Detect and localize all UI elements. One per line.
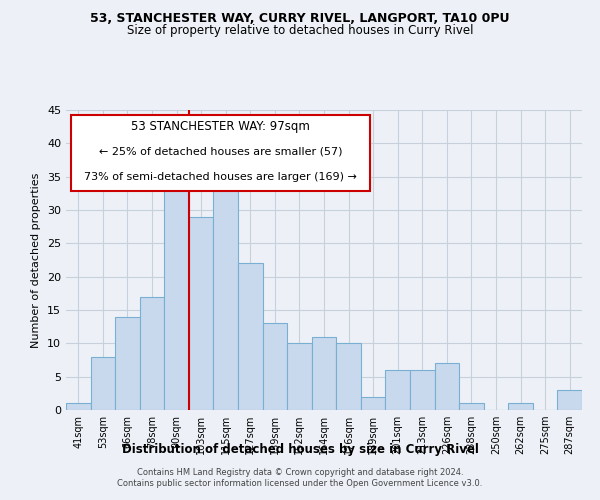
Bar bbox=[115, 316, 140, 410]
Bar bbox=[189, 216, 214, 410]
Bar bbox=[336, 344, 361, 410]
Bar bbox=[508, 404, 533, 410]
Text: 53, STANCHESTER WAY, CURRY RIVEL, LANGPORT, TA10 0PU: 53, STANCHESTER WAY, CURRY RIVEL, LANGPO… bbox=[90, 12, 510, 26]
Bar bbox=[214, 164, 238, 410]
Bar bbox=[361, 396, 385, 410]
Text: Contains HM Land Registry data © Crown copyright and database right 2024.
Contai: Contains HM Land Registry data © Crown c… bbox=[118, 468, 482, 487]
FancyBboxPatch shape bbox=[71, 114, 370, 191]
Text: 53 STANCHESTER WAY: 97sqm: 53 STANCHESTER WAY: 97sqm bbox=[131, 120, 310, 133]
Bar bbox=[287, 344, 312, 410]
Text: Distribution of detached houses by size in Curry Rivel: Distribution of detached houses by size … bbox=[122, 442, 478, 456]
Bar bbox=[140, 296, 164, 410]
Y-axis label: Number of detached properties: Number of detached properties bbox=[31, 172, 41, 348]
Text: ← 25% of detached houses are smaller (57): ← 25% of detached houses are smaller (57… bbox=[99, 146, 343, 156]
Text: Size of property relative to detached houses in Curry Rivel: Size of property relative to detached ho… bbox=[127, 24, 473, 37]
Bar bbox=[557, 390, 582, 410]
Bar bbox=[164, 184, 189, 410]
Text: 73% of semi-detached houses are larger (169) →: 73% of semi-detached houses are larger (… bbox=[85, 172, 357, 181]
Bar bbox=[312, 336, 336, 410]
Bar bbox=[238, 264, 263, 410]
Bar bbox=[91, 356, 115, 410]
Bar bbox=[459, 404, 484, 410]
Bar bbox=[66, 404, 91, 410]
Bar bbox=[263, 324, 287, 410]
Bar bbox=[434, 364, 459, 410]
Bar bbox=[385, 370, 410, 410]
Bar bbox=[410, 370, 434, 410]
